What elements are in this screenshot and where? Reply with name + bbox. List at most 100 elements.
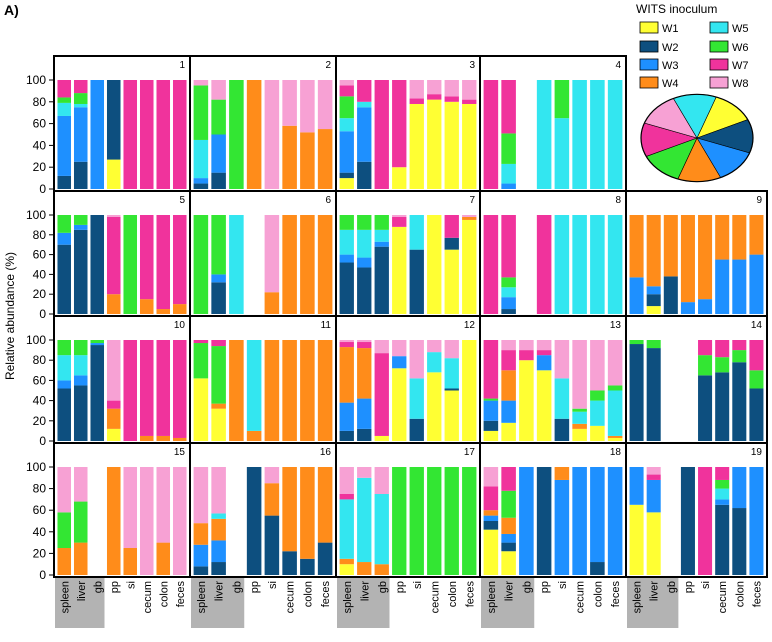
bar-segment-w7 (698, 340, 713, 356)
bar-segment-w4 (156, 309, 171, 314)
y-tick-label: 0 (39, 434, 46, 448)
bar-segment-w8 (172, 467, 187, 575)
bar-segment-w7 (427, 94, 442, 100)
panel-number: 1 (179, 60, 185, 71)
bar-segment-w6 (73, 501, 88, 543)
bar-segment-w6 (501, 277, 516, 288)
x-category-label: pp (109, 581, 121, 593)
bar-segment-w6 (57, 340, 72, 356)
bar-segment-w4 (246, 430, 262, 441)
bar-segment-w6 (90, 340, 105, 344)
bar-segment-w8 (444, 340, 459, 359)
panel-2: 2 (189, 55, 337, 192)
bar-segment-w3 (715, 499, 730, 505)
bar-segment-w3 (90, 80, 105, 189)
bar-segment-w1 (462, 219, 477, 314)
y-tick-label: 40 (33, 525, 47, 539)
bar-segment-w5 (590, 215, 605, 314)
bar-segment-w7 (139, 80, 154, 189)
x-category-label: colon (447, 581, 459, 607)
bar-segment-w7 (732, 340, 747, 351)
bar-segment-w2 (73, 385, 88, 441)
x-category-label: liver (359, 581, 371, 602)
bar-segment-w8 (409, 340, 424, 379)
bar-segment-w5 (246, 340, 262, 431)
panel-5: 5 0 20 40 60 80 100 (26, 190, 191, 321)
bar-segment-w2 (749, 388, 764, 441)
bar-segment-w4 (374, 564, 389, 575)
bar-segment-w8 (554, 340, 570, 379)
x-category-label: spleen (342, 581, 354, 613)
bar-segment-w7 (444, 215, 459, 238)
panel-7: 7 (335, 190, 481, 317)
bar-segment-w3 (73, 224, 88, 230)
bar-segment-w4 (57, 548, 72, 575)
bar-segment-w8 (156, 467, 171, 543)
bar-segment-w8 (73, 467, 88, 502)
bar-segment-w4 (229, 340, 244, 441)
bar-segment-w7 (139, 340, 154, 436)
panel-number: 18 (610, 447, 622, 458)
x-category-label: gb (377, 581, 389, 593)
bar-segment-w3 (732, 467, 747, 509)
bar-segment-w4 (156, 542, 171, 575)
bar-segment-w3 (698, 299, 713, 314)
bar-segment-w2 (501, 542, 516, 552)
panel-9: 9 (625, 190, 768, 317)
x-category-label: cecum (575, 581, 587, 613)
bar-segment-w8 (357, 340, 372, 343)
bar-segment-w7 (156, 80, 171, 189)
bar-segment-w5 (607, 215, 623, 314)
bar-segment-w7 (409, 98, 424, 104)
bar-segment-w4 (607, 435, 623, 438)
bar-segment-w4 (317, 129, 333, 189)
y-tick-label: 40 (33, 267, 47, 281)
bar-segment-w2 (357, 428, 372, 441)
bar-segment-w3 (554, 479, 570, 575)
legend-label-w7: W7 (732, 60, 749, 72)
panel-number: 5 (179, 195, 185, 206)
bar-segment-w4 (339, 347, 354, 403)
bar-segment-w5 (501, 163, 516, 184)
bar-segment-w5 (339, 118, 354, 132)
bar-segment-w2 (590, 562, 605, 575)
bar-segment-w1 (501, 551, 516, 575)
bar-segment-w7 (462, 99, 477, 104)
x-category-label: gb (231, 581, 243, 593)
bar-segment-w5 (554, 378, 570, 419)
bar-segment-w5 (409, 215, 424, 250)
bar-segment-w8 (339, 80, 354, 86)
y-tick-label: 80 (33, 353, 47, 367)
bar-segment-w4 (264, 483, 280, 516)
bar-segment-w3 (629, 277, 644, 314)
bar-segment-w8 (519, 340, 534, 351)
bar-segment-w1 (427, 99, 442, 189)
panel-11: 11 (189, 315, 337, 444)
y-tick-label: 0 (39, 307, 46, 321)
bar-segment-w8 (123, 467, 138, 548)
panel-number: 15 (174, 447, 186, 458)
bar-segment-w7 (57, 80, 72, 98)
bar-segment-w7 (646, 474, 661, 480)
bar-segment-w5 (572, 215, 587, 314)
bar-segment-w1 (462, 340, 477, 441)
bar-segment-w7 (374, 80, 389, 189)
bar-segment-w8 (374, 467, 389, 494)
bar-segment-w5 (427, 352, 442, 373)
bar-segment-w2 (732, 362, 747, 441)
bar-segment-w8 (211, 467, 226, 514)
bar-segment-w3 (357, 257, 372, 268)
bar-segment-w4 (501, 517, 516, 534)
x-category-label: liver (504, 581, 516, 602)
bar-segment-w3 (680, 302, 695, 314)
bar-segment-w1 (427, 372, 442, 441)
legend-swatch-w8 (709, 76, 729, 89)
bar-segment-w2 (339, 172, 354, 179)
y-tick-label: 40 (33, 138, 47, 152)
bar-segment-w2 (646, 294, 661, 307)
bar-segment-w2 (663, 276, 678, 314)
bar-segment-w2 (90, 345, 105, 441)
bar-segment-w2 (409, 418, 424, 441)
bar-segment-w4 (300, 132, 315, 189)
bar-segment-w5 (607, 390, 623, 436)
